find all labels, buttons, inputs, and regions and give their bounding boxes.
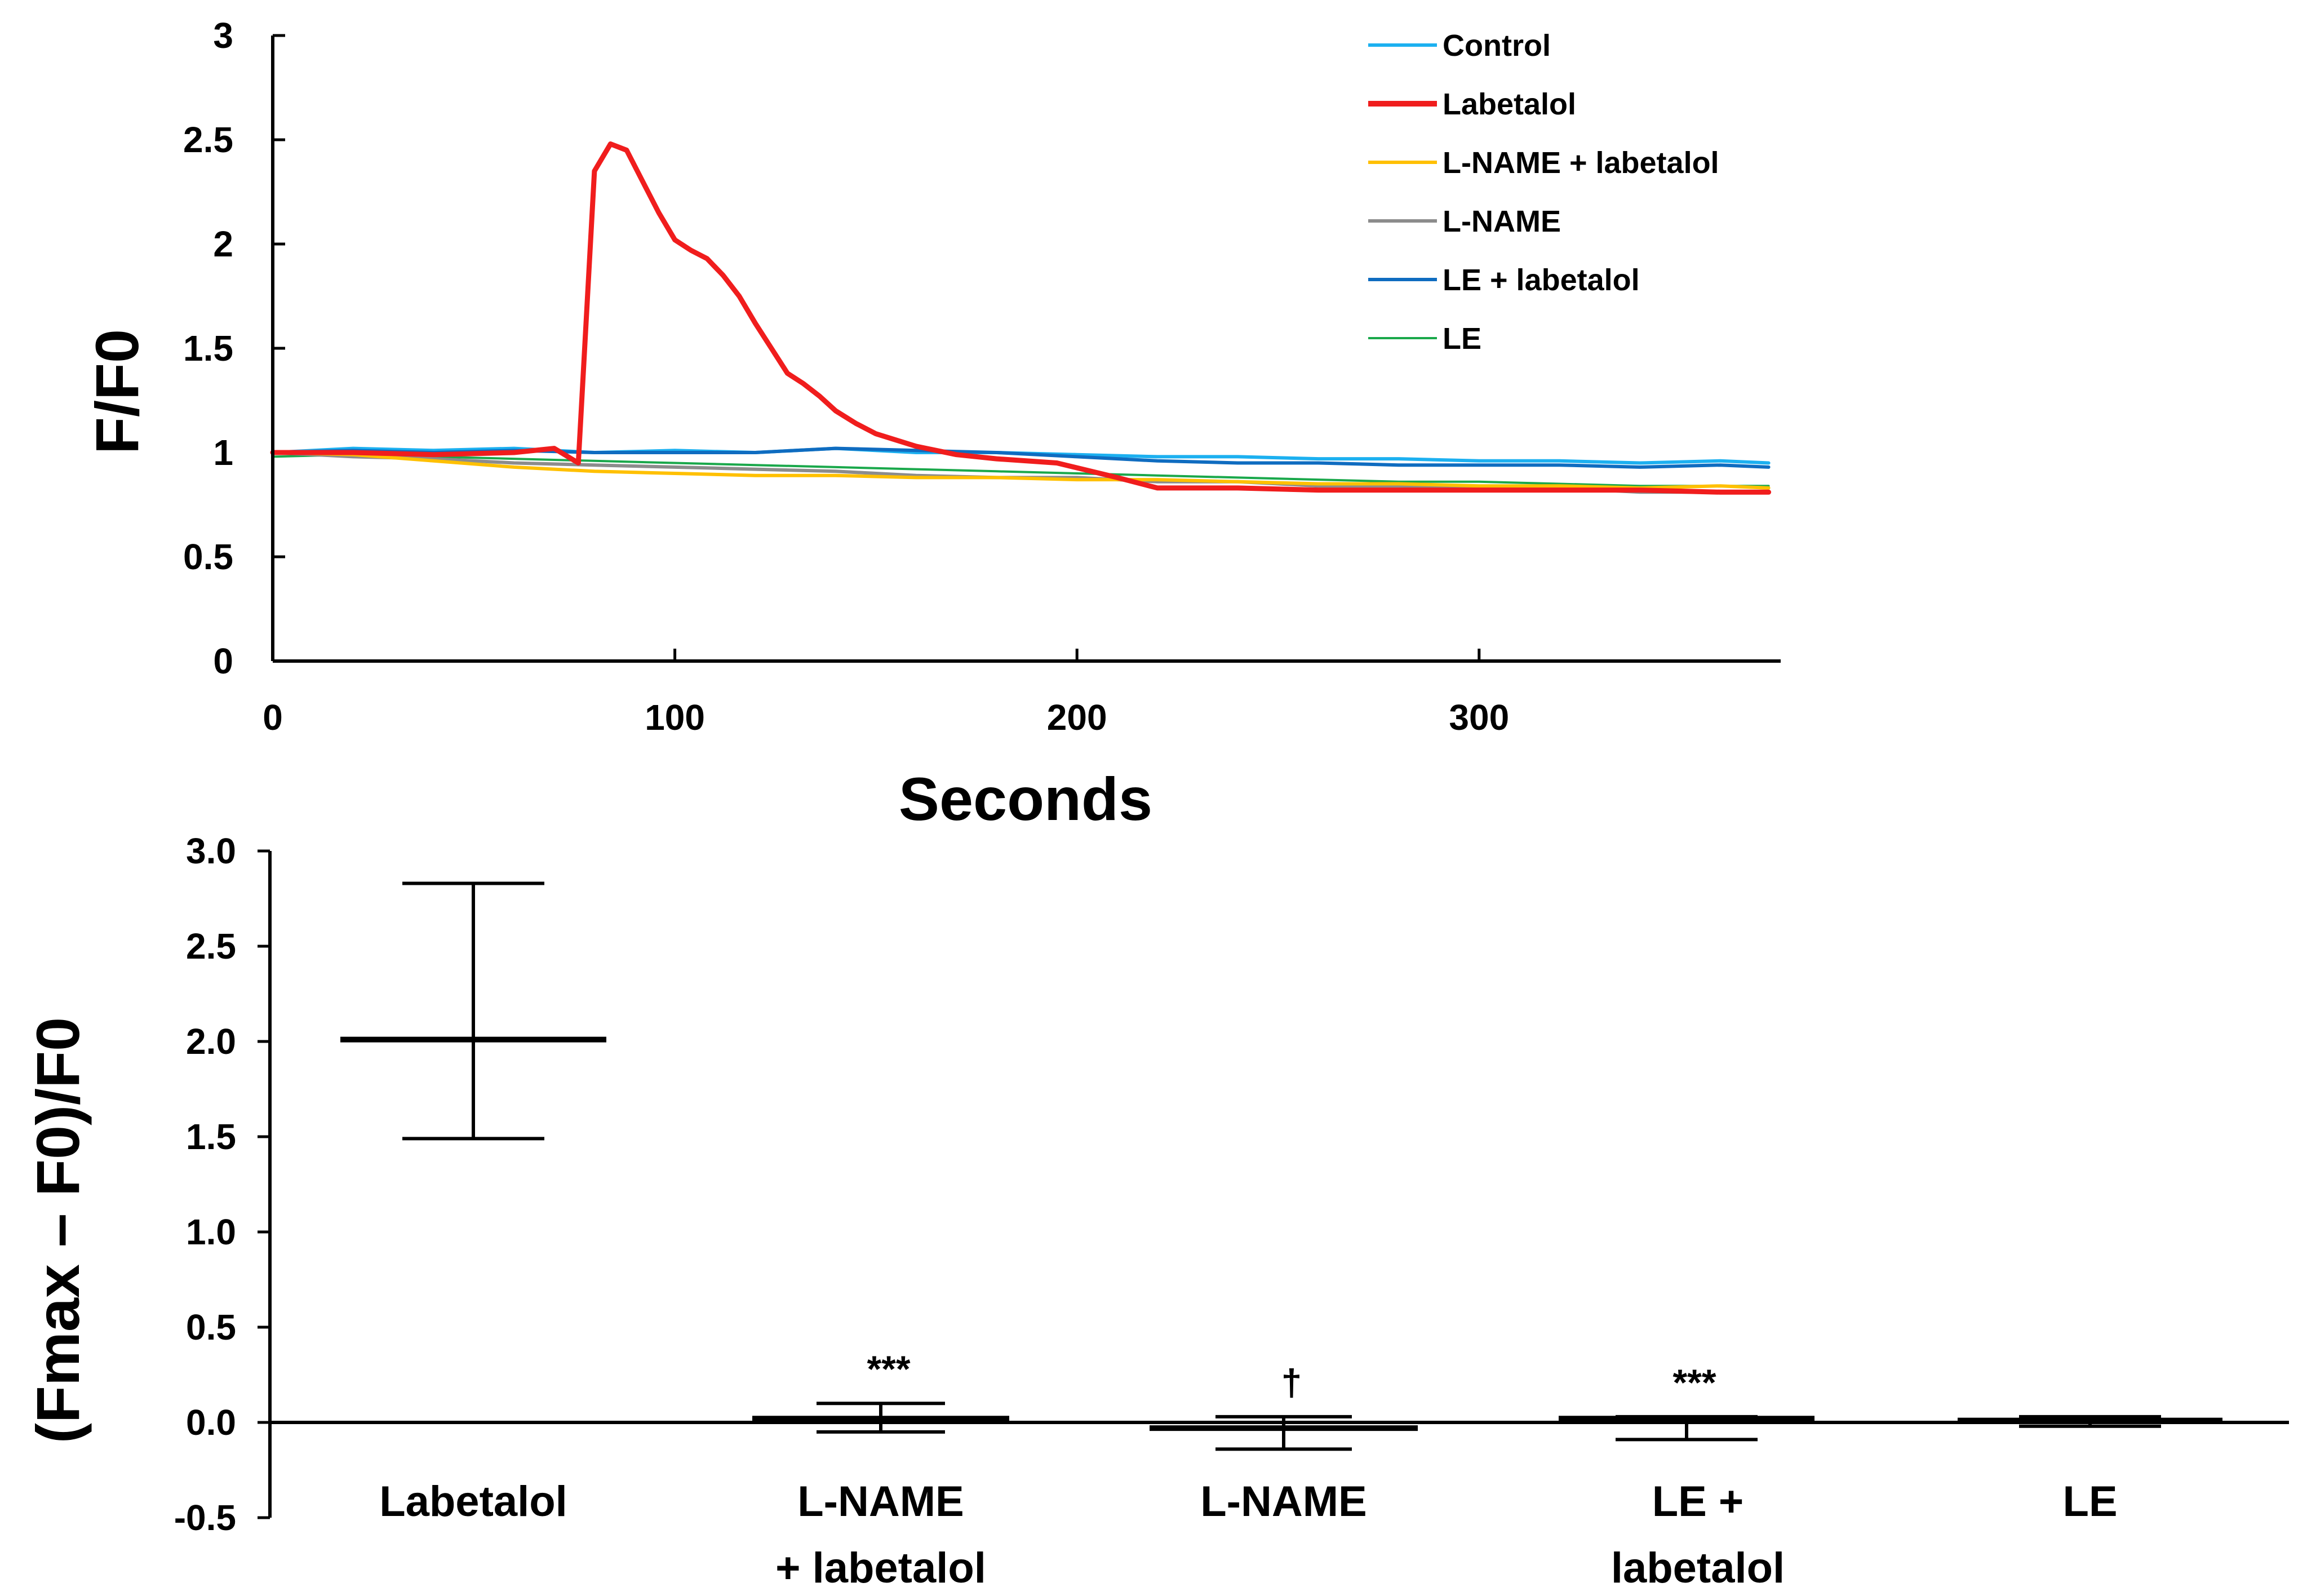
significance-annotation: †	[1281, 1362, 1302, 1403]
category-label: + labetalol	[775, 1544, 986, 1592]
legend-label: LE + labetalol	[1443, 263, 1640, 297]
x-tick-label: 100	[645, 697, 705, 738]
category-label: LE +	[1652, 1478, 1744, 1526]
x-axis-title: Seconds	[899, 765, 1152, 833]
significance-annotation: ***	[867, 1348, 910, 1390]
category-label: LE	[2062, 1478, 2117, 1526]
y-tick-label: 1.5	[186, 1116, 236, 1157]
y-tick-label: 1.5	[183, 328, 233, 369]
y-tick-label: -0.5	[174, 1497, 236, 1538]
x-tick-label: 0	[263, 697, 283, 738]
y-tick-label: 1.0	[186, 1212, 236, 1252]
legend-label: L-NAME + labetalol	[1443, 146, 1719, 180]
legend-label: LE	[1443, 322, 1481, 356]
y-tick-label: 0.0	[186, 1402, 236, 1443]
legend-label: L-NAME	[1443, 205, 1561, 238]
significance-annotation: ***	[1672, 1362, 1716, 1403]
legend: Control Labetalol L-NAME + labetalol L-NAME…	[1368, 29, 1719, 356]
y-tick-label: 0.5	[183, 537, 233, 577]
y-tick-label: 0.5	[186, 1307, 236, 1347]
x-axis-ticks: 0 100 200 300	[263, 649, 1509, 738]
category-label: L-NAME	[1200, 1478, 1367, 1526]
y-tick-label: 2.5	[186, 926, 236, 967]
series-line	[270, 141, 1772, 495]
legend-label: Labetalol	[1443, 87, 1576, 121]
y-tick-label: 3	[213, 15, 233, 56]
category-label: Labetalol	[379, 1478, 567, 1526]
y-tick-label: 0	[213, 641, 233, 681]
y-axis-title: F/F0	[83, 329, 151, 454]
legend-label: Control	[1443, 29, 1551, 63]
y-tick-label: 2.0	[186, 1021, 236, 1062]
series-line	[271, 451, 1771, 490]
y-axis-ticks: 0 0.5 1 1.5 2 2.5 3	[183, 15, 285, 681]
y-axis-ticks: -0.5 0.0 0.5 1.0 1.5 2.0 2.5 3.0	[174, 831, 270, 1538]
category-label: L-NAME	[797, 1478, 964, 1526]
error-bars: *** † ***	[340, 881, 2222, 1451]
y-tick-label: 3.0	[186, 831, 236, 871]
x-tick-label: 200	[1047, 697, 1107, 738]
series-lines	[270, 141, 1772, 495]
category-label: labetalol	[1611, 1544, 1785, 1592]
series-line	[272, 453, 1770, 487]
category-labels: Labetalol L-NAME + labetalol L-NAME LE + labe…	[379, 1478, 2117, 1592]
line-chart: 0 0.5 1 1.5 2 2.5 3 0 100 200 300 Seconds F/F0 Co…	[83, 15, 1781, 833]
y-axis-title: (Fmax – F0)/F0	[24, 1017, 92, 1443]
y-tick-label: 2.5	[183, 119, 233, 160]
x-tick-label: 300	[1449, 697, 1509, 738]
y-tick-label: 1	[213, 432, 233, 473]
bar-chart: -0.5 0.0 0.5 1.0 1.5 2.0 2.5 3.0 *** † *** Labeta…	[24, 831, 2289, 1592]
y-tick-label: 2	[213, 224, 233, 264]
